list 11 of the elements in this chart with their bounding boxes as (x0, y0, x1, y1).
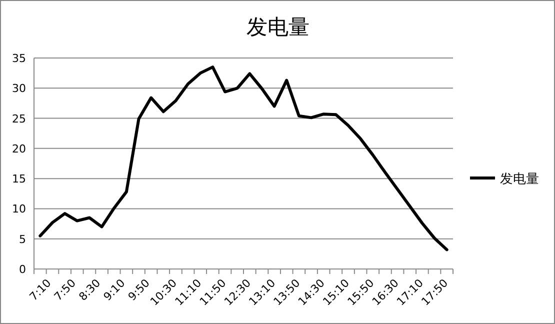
line-series (38, 66, 448, 252)
y-tick-label: 20 (12, 142, 26, 156)
y-tick-label: 5 (19, 232, 26, 246)
y-tick-label: 30 (12, 82, 26, 96)
chart-title: 发电量 (246, 15, 310, 39)
y-tick-label: 35 (12, 52, 26, 65)
legend-label: 发电量 (500, 172, 539, 187)
y-tick-label: 0 (19, 263, 26, 276)
y-tick-label: 25 (12, 112, 26, 126)
y-tick-label: 15 (12, 172, 26, 186)
y-tick-label: 10 (12, 202, 26, 216)
